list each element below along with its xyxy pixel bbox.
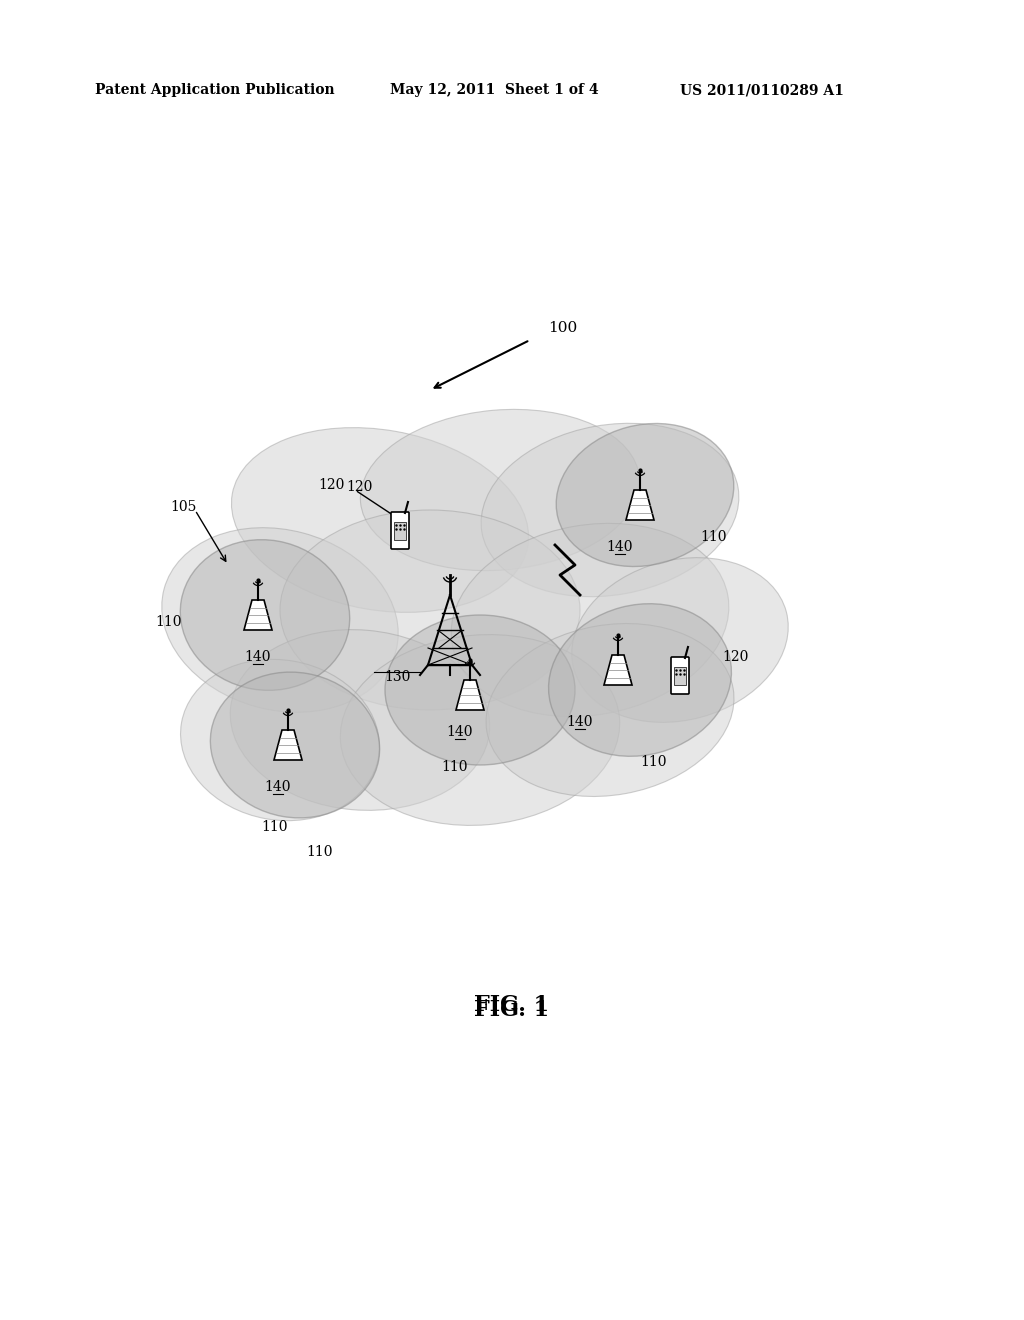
Text: 100: 100 — [548, 321, 578, 335]
Ellipse shape — [210, 672, 380, 818]
Text: 130: 130 — [385, 671, 412, 684]
Text: FIG. 1: FIG. 1 — [474, 994, 550, 1016]
Text: 140: 140 — [607, 540, 633, 554]
Text: 110: 110 — [155, 615, 181, 630]
Bar — [394, 521, 406, 540]
Text: 120: 120 — [722, 649, 749, 664]
Polygon shape — [626, 490, 654, 520]
Text: 140: 140 — [566, 715, 593, 729]
Polygon shape — [604, 655, 632, 685]
Ellipse shape — [481, 424, 739, 597]
Ellipse shape — [180, 659, 380, 821]
Ellipse shape — [230, 630, 489, 810]
Polygon shape — [244, 601, 272, 630]
Text: May 12, 2011  Sheet 1 of 4: May 12, 2011 Sheet 1 of 4 — [390, 83, 599, 96]
Ellipse shape — [180, 540, 350, 690]
Ellipse shape — [452, 523, 729, 717]
Text: Patent Application Publication: Patent Application Publication — [95, 83, 335, 96]
FancyBboxPatch shape — [391, 512, 409, 549]
Ellipse shape — [360, 409, 640, 570]
Text: 110: 110 — [700, 531, 726, 544]
Polygon shape — [274, 730, 302, 760]
Text: 110: 110 — [307, 845, 333, 859]
Text: 140: 140 — [265, 780, 291, 795]
Ellipse shape — [231, 428, 528, 612]
Text: 140: 140 — [446, 725, 473, 739]
Ellipse shape — [280, 510, 580, 710]
Ellipse shape — [340, 635, 620, 825]
Text: 140: 140 — [245, 649, 271, 664]
Polygon shape — [456, 680, 484, 710]
Text: 110: 110 — [441, 760, 468, 774]
Text: 110: 110 — [262, 820, 288, 834]
Ellipse shape — [162, 528, 398, 713]
Ellipse shape — [385, 615, 575, 766]
Text: US 2011/0110289 A1: US 2011/0110289 A1 — [680, 83, 844, 96]
Text: 105: 105 — [170, 500, 197, 513]
Text: 120: 120 — [347, 480, 373, 494]
FancyBboxPatch shape — [671, 657, 689, 694]
Text: 110: 110 — [640, 755, 667, 770]
Bar — [674, 667, 686, 685]
Text: 120: 120 — [318, 478, 345, 492]
Ellipse shape — [556, 424, 734, 566]
Ellipse shape — [549, 603, 731, 756]
Ellipse shape — [571, 557, 788, 722]
Ellipse shape — [486, 623, 734, 796]
Text: FIG. 1: FIG. 1 — [474, 999, 550, 1020]
